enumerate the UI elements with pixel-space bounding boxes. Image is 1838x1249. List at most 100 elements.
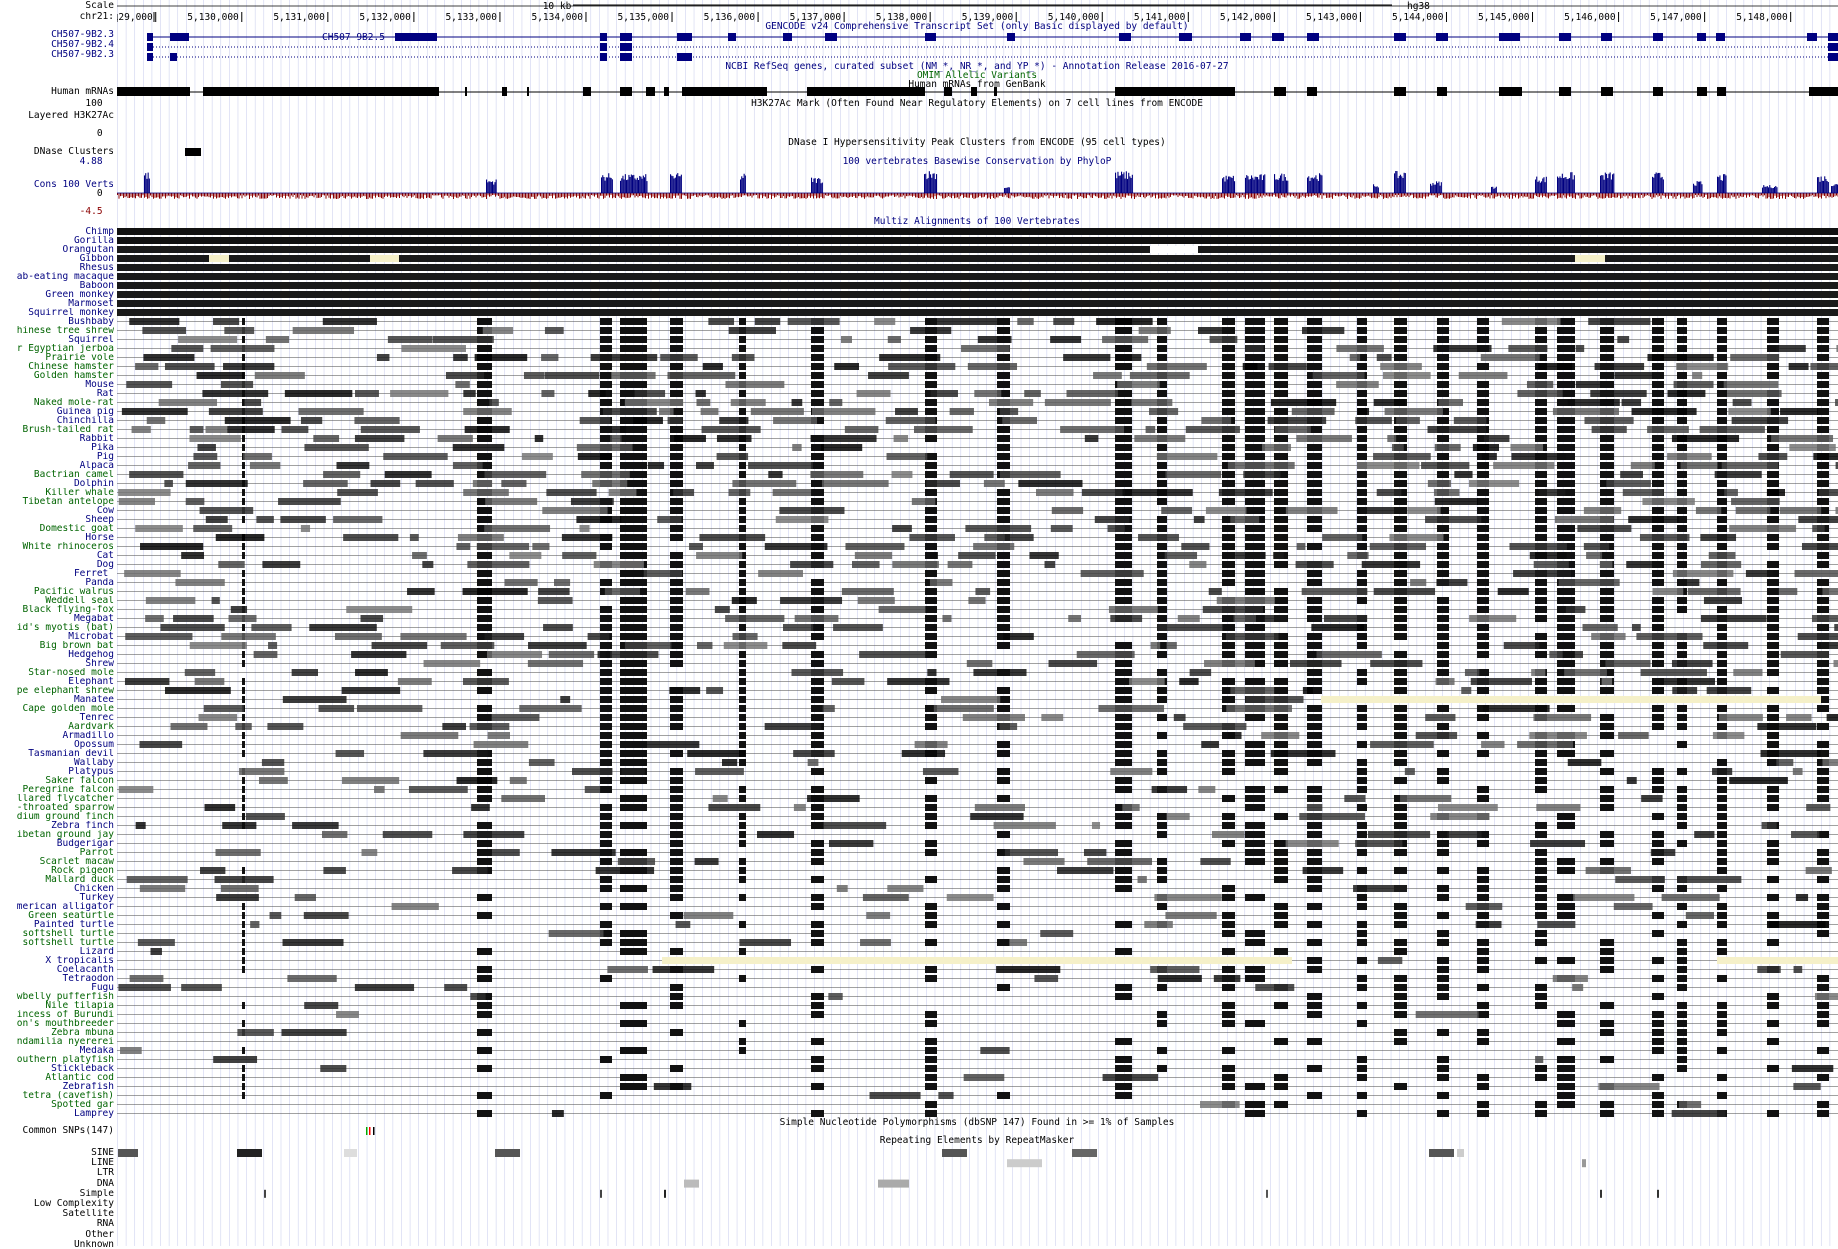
repeat-class-label[interactable]: LINE (0, 1158, 114, 1167)
species-label[interactable]: Fugu (0, 983, 114, 992)
species-label[interactable]: Pika (0, 443, 114, 452)
species-label[interactable]: id's_myotis_(bat) (0, 623, 114, 632)
species-label[interactable]: Golden_hamster (0, 371, 114, 380)
cons-label[interactable]: Cons 100 Verts (0, 180, 114, 189)
species-label[interactable]: Cape_golden_mole (0, 704, 114, 713)
species-label[interactable]: Brush-tailed_rat (0, 425, 114, 434)
gencode-track[interactable]: CH507-9B2.5 (147, 32, 1838, 61)
species-label[interactable]: outhern_platyfish (0, 1055, 114, 1064)
species-label[interactable]: Chicken (0, 884, 114, 893)
species-label[interactable]: Bushbaby (0, 317, 114, 326)
species-label[interactable]: Cow (0, 506, 114, 515)
species-label[interactable]: Guinea_pig (0, 407, 114, 416)
species-label[interactable]: Big_brown_bat (0, 641, 114, 650)
species-label[interactable]: _softshell_turtle (0, 938, 114, 947)
species-label[interactable]: Rhesus (0, 263, 114, 272)
species-label[interactable]: Nile_tilapia (0, 1001, 114, 1010)
species-label[interactable]: Chinese_hamster (0, 362, 114, 371)
species-label[interactable]: Coelacanth (0, 965, 114, 974)
track-image-panel[interactable]: 10 kbhg385,129,0005,130,0005,131,0005,13… (117, 0, 1838, 1246)
species-label[interactable]: dium_ground_finch (0, 812, 114, 821)
multiz-alignment-track[interactable] (117, 228, 1838, 1117)
dnase-track[interactable] (185, 148, 201, 156)
repeatmasker-track[interactable] (118, 1149, 1659, 1198)
species-label[interactable]: hinese_tree_shrew (0, 326, 114, 335)
species-label[interactable]: Star-nosed_mole (0, 668, 114, 677)
species-label[interactable]: _softshell_turtle (0, 929, 114, 938)
species-label[interactable]: Pig (0, 452, 114, 461)
species-label[interactable]: Bactrian_camel (0, 470, 114, 479)
species-label[interactable]: Rat (0, 389, 114, 398)
species-label[interactable]: Stickleback (0, 1064, 114, 1073)
species-label[interactable]: Mouse (0, 380, 114, 389)
h3k27ac-label[interactable]: Layered H3K27Ac (0, 111, 114, 120)
species-label[interactable]: Dog (0, 560, 114, 569)
species-label[interactable]: merican_alligator (0, 902, 114, 911)
species-label[interactable]: Sheep (0, 515, 114, 524)
species-label[interactable]: Zebrafish (0, 1082, 114, 1091)
repeat-class-label[interactable]: Unknown (0, 1240, 114, 1249)
species-label[interactable]: Manatee (0, 695, 114, 704)
gencode-label-1[interactable]: CH507-9B2.3 (0, 30, 114, 39)
species-label[interactable]: Marmoset (0, 299, 114, 308)
species-label[interactable]: Zebra_finch (0, 821, 114, 830)
species-label[interactable]: Lizard (0, 947, 114, 956)
species-label[interactable]: Aardvark (0, 722, 114, 731)
species-label[interactable]: on's_mouthbreeder (0, 1019, 114, 1028)
repeat-class-label[interactable]: Simple (0, 1189, 114, 1198)
species-label[interactable]: wbelly_pufferfish (0, 992, 114, 1001)
species-label[interactable]: Naked_mole-rat (0, 398, 114, 407)
dnase-label[interactable]: DNase Clusters (0, 147, 114, 156)
species-label[interactable]: Tibetan_antelope (0, 497, 114, 506)
species-label[interactable]: Green_monkey (0, 290, 114, 299)
repeat-class-label[interactable]: DNA (0, 1179, 114, 1188)
species-label[interactable]: Tenrec (0, 713, 114, 722)
species-label[interactable]: Domestic_goat (0, 524, 114, 533)
species-label[interactable]: Tetraodon (0, 974, 114, 983)
species-label[interactable]: Elephant (0, 677, 114, 686)
species-label[interactable]: Peregrine_falcon (0, 785, 114, 794)
species-label[interactable]: Horse (0, 533, 114, 542)
species-label[interactable]: incess_of_Burundi (0, 1010, 114, 1019)
species-label[interactable]: Mallard_duck (0, 875, 114, 884)
species-label[interactable]: pe_elephant_shrew (0, 686, 114, 695)
species-label[interactable]: Budgerigar (0, 839, 114, 848)
species-label[interactable]: Microbat (0, 632, 114, 641)
species-label[interactable]: Zebra_mbuna (0, 1028, 114, 1037)
species-label[interactable]: Rabbit (0, 434, 114, 443)
repeat-class-label[interactable]: Other (0, 1230, 114, 1239)
gencode-label-3[interactable]: CH507-9B2.3 (0, 50, 114, 59)
species-label[interactable]: _tetra_(cavefish) (0, 1091, 114, 1100)
species-label[interactable]: X_tropicalis (0, 956, 114, 965)
species-label[interactable]: Lamprey (0, 1109, 114, 1118)
species-label[interactable]: Gibbon (0, 254, 114, 263)
species-label[interactable]: White_rhinoceros (0, 542, 114, 551)
species-label[interactable]: r_Egyptian_jerboa (0, 344, 114, 353)
species-label[interactable]: Scarlet_macaw (0, 857, 114, 866)
species-label[interactable]: Wallaby (0, 758, 114, 767)
species-label[interactable]: llared_flycatcher (0, 794, 114, 803)
repeat-class-label[interactable]: SINE (0, 1148, 114, 1157)
species-label[interactable]: Megabat (0, 614, 114, 623)
species-label[interactable]: Platypus (0, 767, 114, 776)
species-label[interactable]: Ferret_ (0, 569, 114, 578)
gencode-label-2[interactable]: CH507-9B2.4 (0, 40, 114, 49)
species-label[interactable]: Rock_pigeon (0, 866, 114, 875)
species-label[interactable]: Prairie_vole (0, 353, 114, 362)
conservation-track[interactable] (117, 171, 1838, 199)
species-label[interactable]: Atlantic_cod (0, 1073, 114, 1082)
species-label[interactable]: Shrew (0, 659, 114, 668)
species-label[interactable]: -throated_sparrow (0, 803, 114, 812)
species-label[interactable]: Painted_turtle (0, 920, 114, 929)
species-label[interactable]: Saker_falcon (0, 776, 114, 785)
species-label[interactable]: ab-eating_macaque (0, 272, 114, 281)
species-label[interactable]: Alpaca (0, 461, 114, 470)
species-label[interactable]: Panda (0, 578, 114, 587)
species-label[interactable]: Squirrel_monkey (0, 308, 114, 317)
species-label[interactable]: Chinchilla (0, 416, 114, 425)
snp-track[interactable] (366, 1127, 375, 1135)
species-label[interactable]: Armadillo (0, 731, 114, 740)
species-label[interactable]: Turkey (0, 893, 114, 902)
species-label[interactable]: Pacific_walrus (0, 587, 114, 596)
